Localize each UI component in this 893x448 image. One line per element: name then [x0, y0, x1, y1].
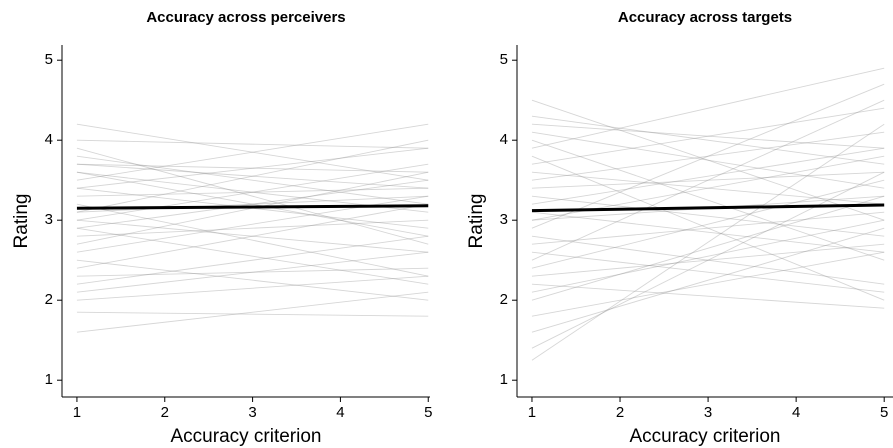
individual-line — [531, 155, 885, 301]
individual-line — [531, 227, 885, 333]
individual-line — [76, 163, 429, 189]
individual-line — [531, 171, 885, 349]
x-tick-label: 5 — [880, 404, 888, 421]
y-tick-label: 4 — [45, 131, 53, 148]
individual-line — [76, 203, 429, 277]
y-tick-label: 1 — [45, 371, 53, 388]
chart-title: Accuracy across targets — [618, 9, 792, 26]
individual-line — [531, 131, 885, 189]
individual-line — [531, 99, 885, 221]
y-tick-label: 2 — [45, 291, 53, 308]
individual-line — [531, 219, 885, 293]
chart-title: Accuracy across perceivers — [146, 9, 345, 26]
individual-line — [76, 163, 429, 221]
individual-line — [76, 219, 429, 237]
individual-line — [76, 163, 429, 173]
mean-line — [76, 204, 429, 210]
y-tick-label: 2 — [500, 291, 508, 308]
x-tick-label: 3 — [248, 404, 256, 421]
individual-line — [76, 259, 429, 301]
individual-line — [76, 235, 429, 285]
individual-line — [76, 155, 429, 205]
y-tick-label: 3 — [45, 211, 53, 228]
individual-line — [531, 67, 885, 149]
individual-line — [531, 171, 885, 189]
individual-line — [531, 123, 885, 361]
x-tick-label: 1 — [528, 404, 536, 421]
x-axis-label: Accuracy criterion — [171, 426, 322, 447]
individual-line — [531, 123, 885, 149]
x-tick-label: 4 — [792, 404, 800, 421]
individual-line — [76, 123, 429, 181]
individual-line — [76, 187, 429, 197]
individual-line — [531, 179, 885, 269]
x-tick-label: 3 — [704, 404, 712, 421]
individual-line — [76, 147, 429, 245]
individual-line — [531, 251, 885, 317]
individual-line — [531, 211, 885, 245]
individual-line — [531, 283, 885, 309]
individual-line — [76, 171, 429, 237]
x-tick-label: 4 — [336, 404, 344, 421]
individual-line — [76, 219, 429, 253]
individual-line — [531, 195, 885, 237]
y-axis-label: Rating — [11, 194, 32, 249]
individual-line — [76, 139, 429, 149]
x-tick-label: 2 — [161, 404, 169, 421]
individual-line — [531, 147, 885, 205]
x-axis-label: Accuracy criterion — [630, 426, 781, 447]
individual-line — [76, 251, 429, 293]
individual-line — [531, 235, 885, 285]
y-tick-label: 5 — [45, 51, 53, 68]
y-axis-label: Rating — [466, 194, 487, 249]
individual-line — [76, 139, 429, 213]
individual-line — [531, 115, 885, 165]
individual-line — [76, 311, 429, 317]
individual-line — [76, 147, 429, 189]
y-tick-label: 3 — [500, 211, 508, 228]
x-tick-label: 1 — [73, 404, 81, 421]
individual-line — [76, 275, 429, 301]
individual-line — [531, 139, 885, 261]
individual-line — [531, 107, 885, 165]
individual-line — [531, 211, 885, 253]
individual-line — [531, 243, 885, 277]
individual-line — [76, 291, 429, 333]
individual-line — [76, 179, 429, 229]
y-tick-label: 5 — [500, 51, 508, 68]
y-tick-label: 4 — [500, 131, 508, 148]
individual-line — [76, 123, 429, 181]
mean-line — [531, 203, 885, 213]
individual-line — [76, 267, 429, 277]
x-tick-label: 5 — [424, 404, 432, 421]
individual-line — [531, 99, 885, 261]
individual-line — [531, 131, 885, 181]
individual-line — [531, 195, 885, 301]
individual-line — [531, 83, 885, 229]
individual-line — [76, 195, 429, 213]
individual-line — [76, 227, 429, 285]
individual-line — [531, 171, 885, 205]
individual-line — [76, 203, 429, 269]
individual-line — [531, 251, 885, 293]
x-tick-label: 2 — [616, 404, 624, 421]
y-tick-label: 1 — [500, 371, 508, 388]
